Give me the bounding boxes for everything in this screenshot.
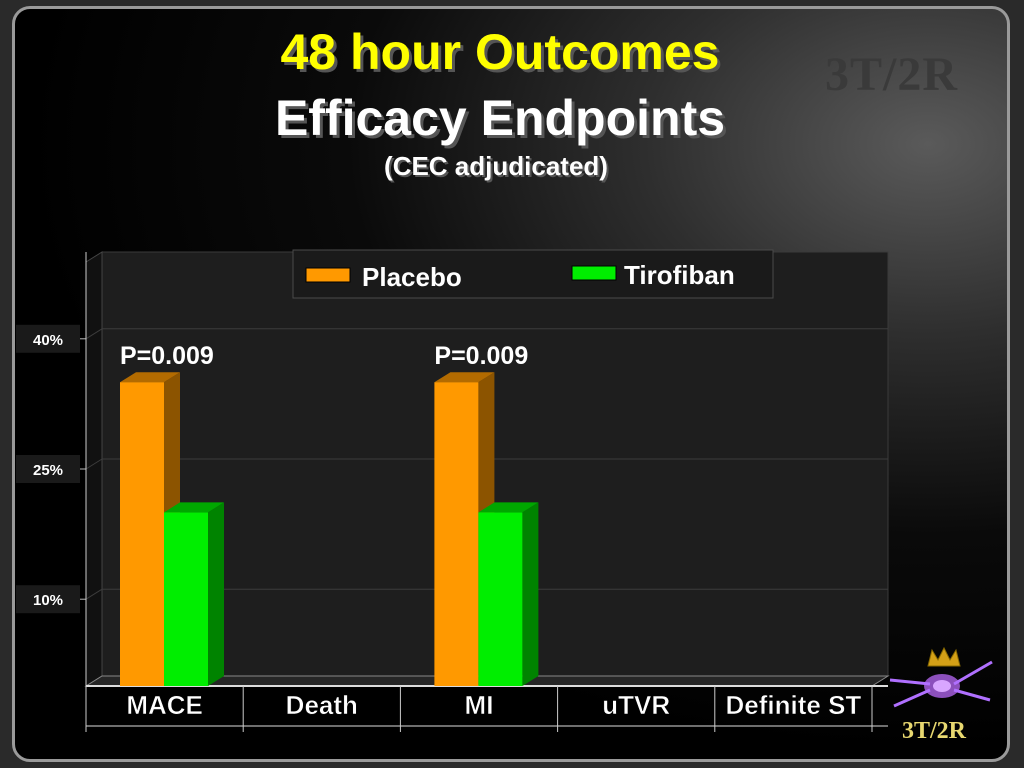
bar-top — [434, 372, 495, 383]
bar-tirofiban-mace — [164, 502, 224, 686]
bar-top — [120, 372, 180, 383]
bar-front — [478, 512, 523, 686]
y-tick-label: 10% — [33, 592, 63, 609]
slide-title: 48 hour Outcomes — [280, 24, 720, 80]
bar-side — [522, 502, 539, 686]
gridline-side — [85, 588, 103, 600]
legend-swatch — [305, 267, 351, 283]
y-tick-label: 40% — [33, 332, 63, 349]
legend-box — [292, 249, 774, 299]
bar-front — [434, 382, 479, 686]
bar-top — [164, 502, 224, 513]
bar-tirofiban-mi — [478, 502, 539, 686]
gridline-side — [85, 458, 103, 470]
y-tick-label-bg — [16, 585, 80, 614]
slide-subtitle: Efficacy Endpoints — [274, 90, 726, 146]
bar-top — [478, 502, 539, 513]
swirl-icon — [889, 660, 993, 708]
y-tick-label: 25% — [33, 462, 63, 479]
brand-logo: 3T/2R — [889, 646, 993, 744]
legend-label: Placebo — [362, 262, 462, 292]
legend-swatch — [571, 265, 617, 281]
x-tick-label: MACE — [126, 690, 203, 720]
plot-side-wall — [85, 251, 103, 687]
gridline-side — [85, 328, 103, 340]
bar-front — [120, 382, 164, 686]
slide-note: (CEC adjudicated) — [384, 151, 608, 181]
x-tick-label: Definite ST — [726, 690, 862, 720]
x-tick-label: Death — [286, 690, 358, 720]
crown-icon — [927, 646, 961, 667]
bar-front — [164, 512, 208, 686]
x-tick-label: uTVR — [602, 690, 670, 720]
p-value-label: P=0.009 — [120, 342, 214, 370]
legend: Placebo Tirofiban — [292, 249, 774, 299]
p-value-label: P=0.009 — [434, 342, 528, 370]
y-tick-label-bg — [16, 455, 80, 483]
watermark-logo: 3T/2R — [825, 48, 959, 101]
bar-side — [208, 502, 224, 686]
legend-label: Tirofiban — [624, 260, 735, 290]
x-tick-label: MI — [465, 690, 494, 720]
y-tick-label-bg — [16, 324, 80, 353]
logo-text: 3T/2R — [902, 718, 967, 744]
